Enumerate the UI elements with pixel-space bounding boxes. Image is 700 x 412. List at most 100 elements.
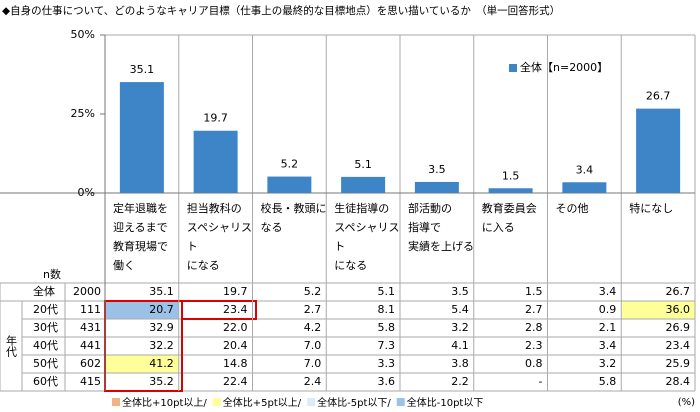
table-cell: 35.2	[149, 375, 174, 388]
table-cell: 14.8	[223, 357, 248, 370]
value-label: 1.5	[502, 169, 520, 182]
n-value: 441	[80, 339, 101, 352]
row-label: 30代	[33, 321, 58, 334]
category-header: 定年退職を 迎えるまで 教育現場で 働く	[113, 202, 168, 272]
n-value: 415	[80, 375, 101, 388]
table-cell: 36.0	[666, 303, 691, 316]
value-label: 26.7	[646, 90, 671, 103]
y-tick-label: 50%	[71, 28, 95, 41]
y-tick-label: 0%	[78, 186, 95, 199]
category-header: 生徒指導の スペシャリスト になる	[334, 202, 400, 272]
bar	[119, 82, 164, 193]
table-cell: 5.8	[599, 375, 617, 388]
category-header: その他	[555, 202, 589, 215]
table-cell: 4.2	[304, 321, 322, 334]
category-header: 校長・教頭に なる	[260, 202, 327, 234]
row-label: 40代	[33, 339, 58, 352]
bar	[488, 188, 533, 193]
table-cell: 3.5	[451, 285, 469, 298]
unit: (%)	[678, 397, 695, 408]
legend-label: 全体【n=2000】	[520, 60, 608, 74]
table-cell: 2.4	[304, 375, 322, 388]
table-cell: 1.5	[525, 285, 543, 298]
value-label: 3.4	[576, 163, 594, 176]
category-header: 特になし	[629, 202, 674, 215]
chart-title: ◆自身の仕事について、どのようなキャリア目標（仕事上の最終的な目標地点）を思い描…	[2, 4, 560, 17]
table-cell: 32.9	[149, 321, 174, 334]
table-cell: 7.3	[378, 339, 396, 352]
value-label: 35.1	[130, 63, 155, 76]
table-cell: -	[539, 375, 543, 388]
table-cell: 3.2	[599, 357, 617, 370]
table-cell: 26.9	[666, 321, 691, 334]
table-cell: 2.3	[525, 339, 543, 352]
table-cell: 41.2	[149, 357, 174, 370]
row-label: 50代	[33, 357, 58, 370]
legend-swatch	[396, 398, 405, 406]
table-cell: 2.1	[599, 321, 617, 334]
value-label: 5.2	[281, 158, 299, 171]
n-value: 2000	[73, 285, 101, 298]
bar	[193, 130, 238, 193]
table-cell: 4.1	[451, 339, 469, 352]
legend-swatch	[509, 64, 517, 72]
red-box	[181, 300, 257, 320]
bar	[267, 176, 312, 193]
value-label: 3.5	[428, 163, 446, 176]
table-cell: 32.2	[149, 339, 174, 352]
legend-label: 全体比+5pt以上/	[223, 396, 302, 409]
table-cell: 0.9	[599, 303, 617, 316]
table-cell: 20.7	[149, 303, 174, 316]
n-value: 111	[80, 303, 101, 316]
table-cell: 0.8	[525, 357, 543, 370]
table-cell: 2.8	[525, 321, 543, 334]
table-cell: 23.4	[666, 339, 691, 352]
legend-label: 全体比+10pt以上/	[122, 396, 207, 409]
legend-label: 全体比-10pt以下	[407, 396, 484, 409]
table-cell: 35.1	[149, 285, 174, 298]
table-cell: 2.7	[525, 303, 543, 316]
table-cell: 2.7	[304, 303, 322, 316]
table-cell: 5.2	[304, 285, 322, 298]
table-cell: 19.7	[223, 285, 248, 298]
legend-label: 全体比-5pt以下/	[317, 396, 391, 409]
table-cell: 20.4	[223, 339, 248, 352]
table-cell: 26.7	[666, 285, 691, 298]
n-value: 602	[80, 357, 101, 370]
row-label: 全体	[33, 284, 55, 298]
cell-highlight	[622, 301, 695, 319]
n-label: n数	[43, 268, 61, 281]
table-cell: 22.0	[223, 321, 248, 334]
cell-highlight	[105, 355, 179, 373]
row-label: 20代	[33, 303, 58, 316]
bar	[414, 181, 459, 193]
table-cell: 5.4	[451, 303, 469, 316]
bar	[562, 182, 607, 193]
table-cell: 3.4	[599, 285, 617, 298]
bar	[341, 176, 386, 193]
table-cell: 3.3	[378, 357, 396, 370]
category-header: 部活動の 指導で 実績を上げる	[408, 202, 474, 253]
legend-swatch	[307, 398, 316, 406]
table-cell: 3.2	[451, 321, 469, 334]
table-cell: 8.1	[378, 303, 396, 316]
table-cell: 7.0	[304, 357, 322, 370]
y-tick-label: 25%	[71, 107, 95, 120]
table-cell: 22.4	[223, 375, 248, 388]
table-cell: 5.1	[378, 285, 396, 298]
table-cell: 3.4	[599, 339, 617, 352]
table-cell: 23.4	[223, 303, 248, 316]
table-cell: 3.8	[451, 357, 469, 370]
n-value: 431	[80, 321, 101, 334]
cell-highlight	[105, 301, 179, 319]
age-label: 年代	[5, 334, 18, 358]
table-cell: 2.2	[451, 375, 469, 388]
table-cell: 28.4	[666, 375, 691, 388]
table-cell: 3.6	[378, 375, 396, 388]
table-cell: 5.8	[378, 321, 396, 334]
row-label: 60代	[33, 375, 58, 388]
table-cell: 7.0	[304, 339, 322, 352]
category-header: 教育委員会 に入る	[481, 202, 537, 234]
